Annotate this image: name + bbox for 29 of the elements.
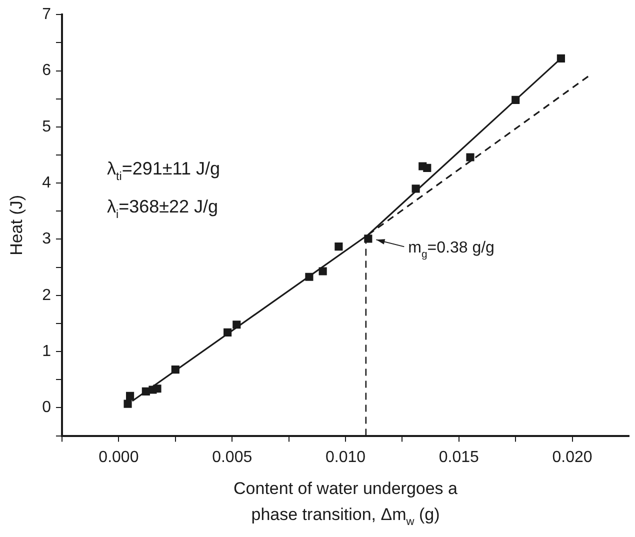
y-axis-title: Heat (J) [7, 194, 26, 256]
point [171, 365, 180, 374]
point [126, 392, 134, 400]
y-tick-label: 1 [42, 342, 52, 360]
point [334, 242, 343, 251]
point [556, 54, 565, 62]
y-tick-label: 0 [42, 399, 52, 416]
point [364, 234, 372, 243]
x-tick-label: 0.015 [438, 448, 480, 466]
y-tick-label: 7 [42, 6, 52, 24]
point [466, 153, 474, 162]
point [224, 328, 232, 336]
y-tick-label: 6 [42, 62, 52, 80]
y-tick-label: 2 [42, 286, 52, 304]
point [305, 272, 314, 281]
point [153, 384, 162, 393]
y-tick-label: 4 [42, 174, 52, 192]
point [318, 267, 327, 276]
x-tick-label: 0.000 [98, 448, 139, 466]
point [412, 184, 420, 193]
y-tick-label: 5 [42, 118, 52, 136]
x-tick-label: 0.010 [325, 448, 366, 466]
x-tick-label: 0.005 [212, 448, 252, 466]
point [232, 320, 241, 329]
x-tick-label: 0.020 [552, 448, 592, 466]
point [423, 164, 432, 172]
point [124, 400, 132, 408]
y-tick-label: 3 [42, 230, 52, 248]
point [512, 96, 520, 104]
